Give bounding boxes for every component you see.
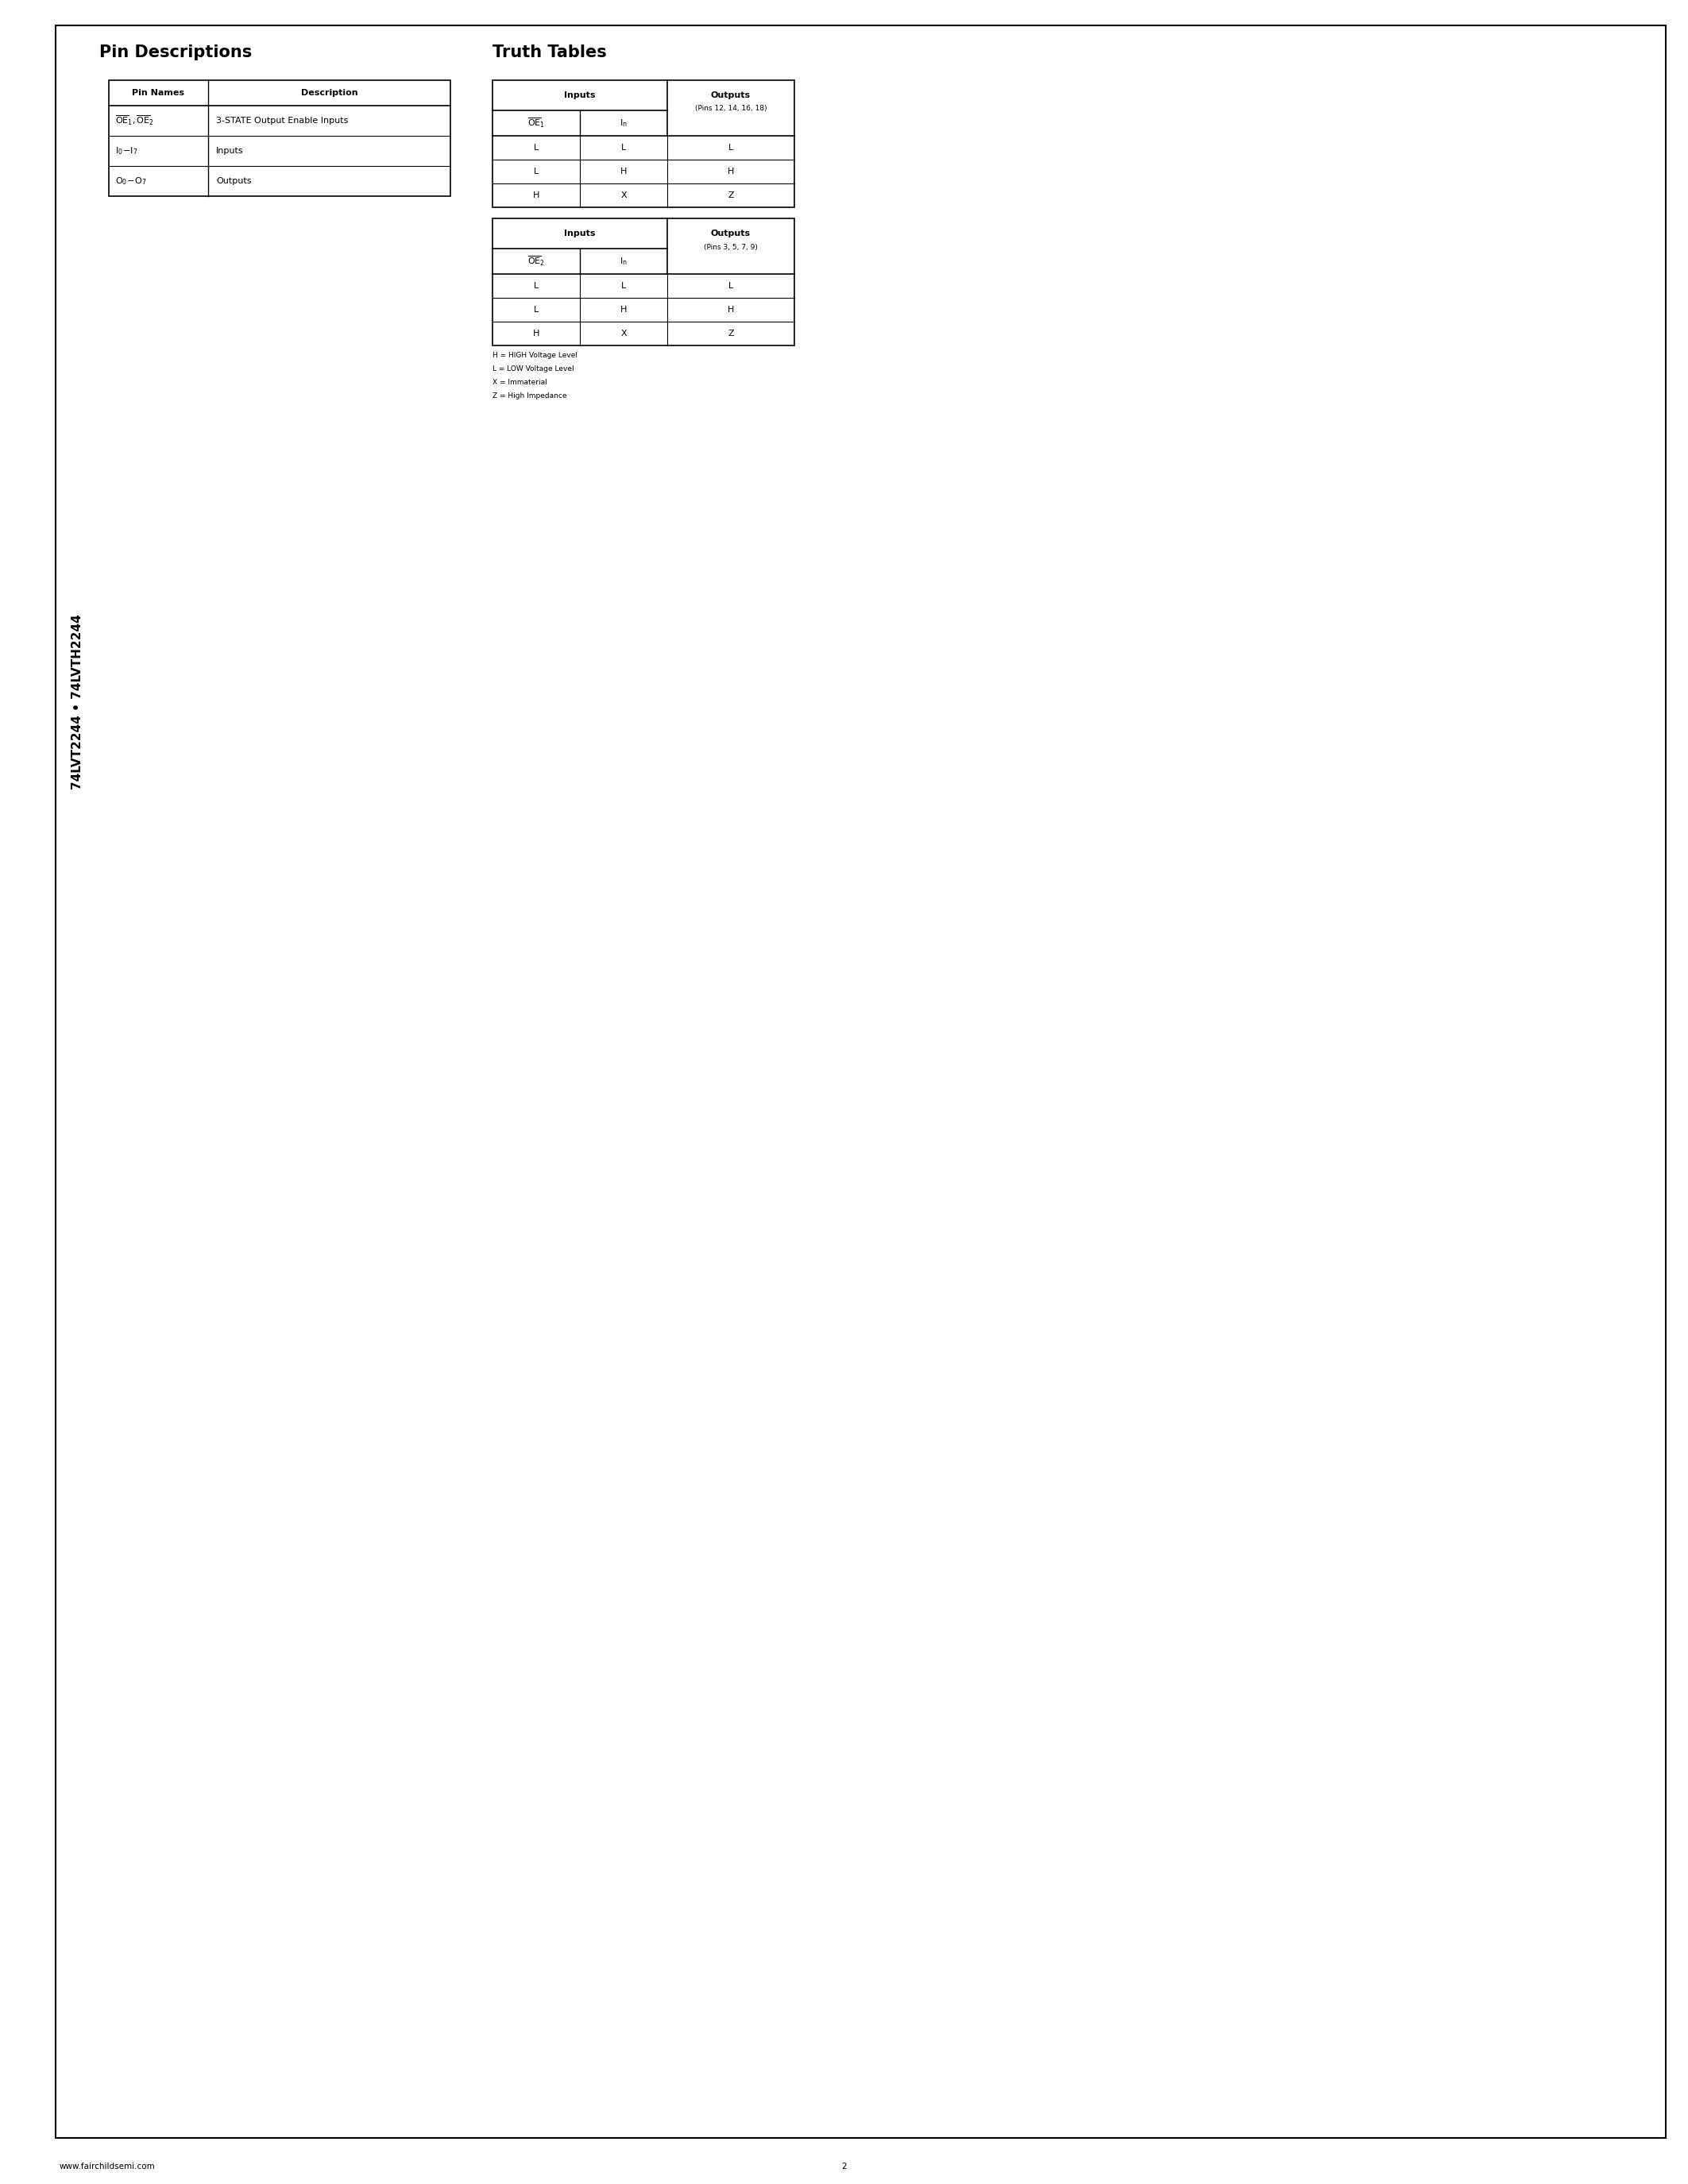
- Text: $\rm I_n$: $\rm I_n$: [619, 256, 628, 266]
- Text: H: H: [533, 330, 540, 339]
- Text: H: H: [533, 192, 540, 199]
- Text: $\overline{\rm OE}_1$: $\overline{\rm OE}_1$: [527, 116, 545, 129]
- Text: Z: Z: [728, 192, 734, 199]
- Text: H: H: [619, 306, 626, 314]
- Bar: [108, 81, 451, 197]
- Text: X: X: [621, 192, 626, 199]
- Text: 2: 2: [841, 2162, 847, 2171]
- Text: $\rm I_n$: $\rm I_n$: [619, 118, 628, 129]
- Text: H: H: [728, 168, 734, 175]
- Bar: [493, 81, 795, 207]
- Text: Inputs: Inputs: [564, 92, 596, 98]
- Text: X: X: [621, 330, 626, 339]
- Bar: [493, 218, 795, 345]
- Text: L: L: [533, 168, 538, 175]
- Text: H = HIGH Voltage Level: H = HIGH Voltage Level: [493, 352, 577, 358]
- Text: Outputs: Outputs: [216, 177, 252, 186]
- Text: Z: Z: [728, 330, 734, 339]
- Text: $\overline{\rm OE}_2$: $\overline{\rm OE}_2$: [527, 256, 545, 269]
- Text: L = LOW Voltage Level: L = LOW Voltage Level: [493, 365, 574, 373]
- Text: Outputs: Outputs: [711, 229, 751, 238]
- Text: (Pins 12, 14, 16, 18): (Pins 12, 14, 16, 18): [695, 105, 766, 111]
- Text: (Pins 3, 5, 7, 9): (Pins 3, 5, 7, 9): [704, 242, 758, 251]
- Text: L: L: [728, 144, 733, 151]
- Text: Pin Descriptions: Pin Descriptions: [100, 44, 252, 61]
- Text: L: L: [533, 282, 538, 290]
- Text: Description: Description: [300, 90, 358, 96]
- Text: H: H: [619, 168, 626, 175]
- Text: 74LVT2244 • 74LVTH2244: 74LVT2244 • 74LVTH2244: [73, 614, 84, 788]
- Text: X = Immaterial: X = Immaterial: [493, 378, 547, 387]
- Text: Inputs: Inputs: [216, 146, 243, 155]
- Text: Inputs: Inputs: [564, 229, 596, 238]
- Text: Pin Names: Pin Names: [132, 90, 184, 96]
- Text: L: L: [621, 282, 626, 290]
- Text: www.fairchildsemi.com: www.fairchildsemi.com: [59, 2162, 155, 2171]
- Text: L: L: [621, 144, 626, 151]
- Text: 3-STATE Output Enable Inputs: 3-STATE Output Enable Inputs: [216, 116, 348, 124]
- Text: $\rm I_0\!-\!I_7$: $\rm I_0\!-\!I_7$: [115, 146, 138, 157]
- Text: L: L: [533, 144, 538, 151]
- Text: $\overline{\rm OE}_1, \overline{\rm OE}_2$: $\overline{\rm OE}_1, \overline{\rm OE}_…: [115, 114, 154, 127]
- Text: Outputs: Outputs: [711, 92, 751, 98]
- Text: $\rm O_0\!-\!O_7$: $\rm O_0\!-\!O_7$: [115, 175, 147, 186]
- Text: Truth Tables: Truth Tables: [493, 44, 606, 61]
- Text: L: L: [533, 306, 538, 314]
- Text: H: H: [728, 306, 734, 314]
- Text: Z = High Impedance: Z = High Impedance: [493, 393, 567, 400]
- Text: L: L: [728, 282, 733, 290]
